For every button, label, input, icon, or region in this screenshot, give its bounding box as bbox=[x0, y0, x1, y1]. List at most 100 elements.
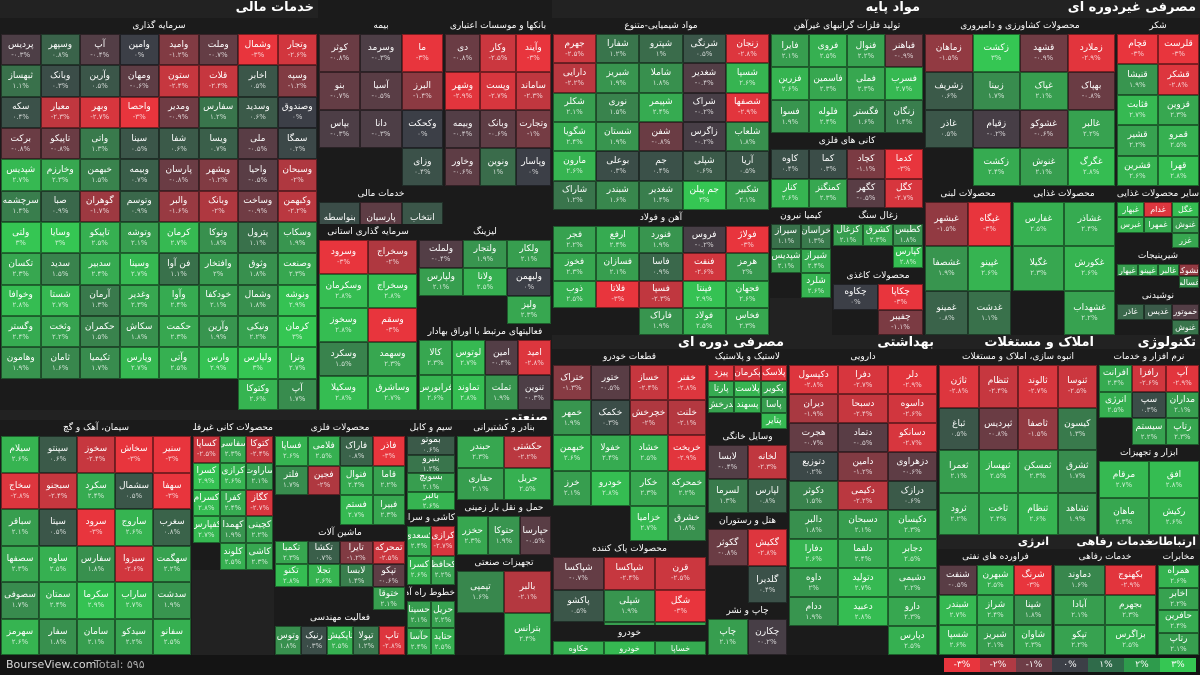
stock-tile[interactable]: شفارا ۱.۲% bbox=[596, 34, 640, 64]
stock-tile[interactable]: وشهر -۲.۹% bbox=[445, 72, 481, 110]
stock-tile[interactable]: دالبر ۱.۸% bbox=[789, 510, 839, 539]
stock-tile[interactable]: حآفرین ۲.۴% bbox=[1158, 610, 1199, 633]
stock-tile[interactable]: ما -۳% bbox=[401, 34, 443, 72]
stock-tile[interactable]: هرمز ۲% bbox=[725, 253, 769, 281]
stock-tile[interactable]: غمینو ۰.۸% bbox=[925, 290, 968, 335]
industry-1-0[interactable]: مواد شیمیایی-متنوع زنجان -۲.۸% شرنگی ۰.۵% شپت… bbox=[552, 18, 770, 210]
stock-tile[interactable]: شپیمر ۲.۴% bbox=[639, 92, 683, 122]
stock-tile[interactable]: وشمال -۳% bbox=[238, 34, 278, 66]
stock-tile[interactable]: شاوان ۲.۳% bbox=[1014, 625, 1052, 655]
stock-tile[interactable]: کفرا ۲.۴% bbox=[219, 489, 247, 517]
stock-tile[interactable]: غنوش bbox=[1171, 217, 1199, 233]
stock-tile[interactable]: سپنتو ۰.۶% bbox=[39, 436, 77, 473]
stock-tile[interactable]: فاراک ۱.۹% bbox=[639, 307, 683, 335]
stock-tile[interactable]: فاسمین ۲.۳% bbox=[809, 67, 847, 100]
stock-tile[interactable]: بالبر ۲.۶% bbox=[407, 491, 455, 510]
stock-tile[interactable]: زماهان -۱.۵% bbox=[925, 34, 973, 72]
stock-tile[interactable]: غدیس bbox=[1144, 304, 1172, 320]
stock-tile[interactable]: فایرا ۲.۱% bbox=[771, 34, 809, 67]
stock-tile[interactable]: ختور -۰.۵% bbox=[591, 365, 630, 401]
stock-tile[interactable]: قشکر -۲.۸% bbox=[1158, 64, 1199, 95]
stock-tile[interactable]: حتاید ۲.۵% bbox=[431, 628, 455, 655]
stock-tile[interactable]: بوعلی ۰.۳% bbox=[596, 151, 640, 181]
stock-tile[interactable]: سینا ۰.۵% bbox=[119, 128, 159, 160]
stock-tile[interactable]: کفپارس۲.۷% bbox=[193, 516, 220, 544]
industry-4-4[interactable]: هتل و رستوران گکیش -۲.۸% گکوثر -۰.۸% گلدیرا ۰.… bbox=[707, 513, 788, 603]
industry-2-6[interactable]: نوشیدنی خموتور غدیس غاذر غنوش bbox=[1116, 288, 1200, 335]
stock-tile[interactable]: شنفت -۰.۵% bbox=[939, 565, 977, 595]
stock-tile[interactable]: سیستم ۲.۲% bbox=[1132, 418, 1166, 445]
stock-tile[interactable]: دتولید ۲.۷% bbox=[838, 568, 888, 597]
stock-tile[interactable]: دارو ۲.۳% bbox=[887, 597, 937, 626]
industry-2-4[interactable]: سایر محصولات غذایی غگل غدام غبهار غنوش غمهرا غ… bbox=[1116, 186, 1200, 248]
stock-tile[interactable]: ثعمرا ۲.۱% bbox=[939, 450, 979, 493]
industry-3-2[interactable]: محصولات فلزی فاذر -۳% فاراک ۰.۸% فلامی ۲.۵% فسا… bbox=[274, 420, 406, 525]
stock-tile[interactable]: ونیکی ۲.۲% bbox=[238, 316, 278, 348]
stock-tile[interactable]: وسکرمان ۲.۸% bbox=[319, 274, 368, 308]
industry-3-8[interactable]: حمل و نقل بار زمینی حپارسا -۰.۵% حتوکا ۱.۹% ح… bbox=[456, 500, 552, 555]
stock-tile[interactable]: دماوند ۱.۶% bbox=[1054, 565, 1105, 595]
stock-tile[interactable]: وتجار -۲.۶% bbox=[277, 34, 317, 66]
stock-tile[interactable]: سبجنو -۲.۴% bbox=[39, 472, 77, 509]
sector-5[interactable]: بهداشتی دارویی دلر -۲.۹% دفرا -۲.۷% دکپسول -۲.۸… bbox=[788, 335, 938, 655]
stock-tile[interactable]: ثشاهد ۱.۹% bbox=[1057, 492, 1097, 535]
industry-4-1[interactable]: لاستیک و پلاستیک پلاسک پکرمان پیزد پکویر پلاس… bbox=[707, 349, 788, 429]
stock-tile[interactable]: شستان ۱.۹% bbox=[596, 122, 640, 152]
stock-tile[interactable]: سفانو ۲.۵% bbox=[153, 618, 191, 655]
stock-tile[interactable]: ختوقا ۲.۱% bbox=[372, 587, 405, 610]
stock-tile[interactable]: وسهمد ۲.۳% bbox=[368, 342, 417, 376]
stock-tile[interactable]: شاملا ۱.۸% bbox=[639, 63, 683, 93]
stock-tile[interactable]: دکیسان ۲.۳% bbox=[887, 510, 937, 539]
stock-tile[interactable]: خودکفا ۲.۱% bbox=[198, 284, 238, 316]
stock-tile[interactable]: امین -۰.۴% bbox=[485, 340, 518, 375]
stock-tile[interactable]: کرمان ۲.۷% bbox=[159, 222, 199, 254]
stock-tile[interactable]: دسبحان ۲.۱% bbox=[838, 510, 888, 539]
stock-tile[interactable]: غپینو bbox=[1137, 264, 1158, 276]
stock-tile[interactable]: خمهر ۱.۹% bbox=[553, 400, 592, 436]
stock-tile[interactable]: ثشرق ۱.۷% bbox=[1057, 450, 1097, 493]
stock-tile[interactable]: سهفا -۳% bbox=[153, 472, 191, 509]
stock-tile[interactable]: سشمال ۰.۵% bbox=[115, 472, 153, 509]
stock-tile[interactable]: فرابورس ۲.۶% bbox=[419, 375, 452, 410]
stock-tile[interactable]: حآسا ۲.۴% bbox=[407, 628, 431, 655]
stock-tile[interactable]: مداران ۲.۱% bbox=[1165, 391, 1199, 419]
stock-tile[interactable]: افق ۲.۸% bbox=[1149, 461, 1199, 498]
stock-tile[interactable]: چکاوه ۰% bbox=[833, 284, 878, 310]
stock-tile[interactable]: سدید ۱.۵% bbox=[40, 253, 80, 285]
stock-tile[interactable]: فاراک ۰.۸% bbox=[340, 436, 373, 466]
stock-tile[interactable]: فنورد ۱.۹% bbox=[639, 226, 683, 254]
stock-tile[interactable]: شبندر ۱.۶% bbox=[596, 180, 640, 210]
stock-tile[interactable]: بپاس -۰.۳% bbox=[319, 110, 361, 148]
stock-tile[interactable]: لابسا ۱.۴% bbox=[340, 564, 373, 587]
stock-tile[interactable]: دزهراوی -۰.۶% bbox=[887, 452, 937, 481]
stock-tile[interactable]: بنیرو ۱.۲% bbox=[407, 454, 455, 473]
stock-tile[interactable]: لوتوس ۲.۷% bbox=[452, 340, 485, 375]
stock-tile[interactable]: فاسا ۰.۹% bbox=[639, 253, 683, 281]
stock-tile[interactable]: ونوین ۱% bbox=[480, 148, 516, 186]
stock-tile[interactable]: دارایی -۲.۲% bbox=[553, 63, 597, 93]
stock-tile[interactable]: دجابر ۲.۵% bbox=[887, 539, 937, 568]
stock-tile[interactable]: سکرد ۲.۴% bbox=[77, 472, 115, 509]
stock-tile[interactable]: فسپا -۲.۳% bbox=[639, 280, 683, 308]
stock-tile[interactable]: پکویر bbox=[760, 381, 787, 397]
industry-10-0[interactable]: مخابرات همراه ۲.۶% اخابر ۲.۲% حآفرین ۲.۴% رتاپ ۲… bbox=[1157, 549, 1200, 655]
stock-tile[interactable]: تکشا ۰.۷% bbox=[307, 541, 340, 564]
stock-tile[interactable]: دیران -۱.۹% bbox=[789, 394, 839, 423]
stock-tile[interactable]: سخوز -۲.۴% bbox=[77, 436, 115, 473]
industry-3-0[interactable]: سیمان، آهک و گچ سنیر -۳% سخاش -۳% سخوز -۲.۴% سپ… bbox=[0, 420, 192, 655]
stock-tile[interactable]: وسقم -۳% bbox=[368, 308, 417, 342]
industry-0-0[interactable]: سرمایه گذاری وتجار -۲.۶% وشمال -۳% وملت -۰.۷% و… bbox=[0, 18, 318, 410]
stock-tile[interactable]: ثامان ۱.۶% bbox=[40, 347, 80, 379]
stock-tile[interactable]: ذوب ۲.۵% bbox=[553, 280, 597, 308]
stock-tile[interactable]: تپولا ۱.۲% bbox=[353, 626, 379, 655]
stock-tile[interactable]: غبرس bbox=[1117, 217, 1145, 233]
stock-tile[interactable]: غالبر bbox=[1158, 264, 1179, 276]
stock-tile[interactable]: دلقما ۲.۴% bbox=[838, 539, 888, 568]
sector-9[interactable]: خدمات رفاهی خدمات رفاهی بکهنوج -۲.۹% دماوند ۱… bbox=[1053, 535, 1157, 655]
stock-tile[interactable]: غشهداب ۲.۲% bbox=[1064, 290, 1115, 335]
stock-tile[interactable]: خساپا bbox=[655, 641, 706, 655]
stock-tile[interactable]: کچاد -۱.۱% bbox=[847, 149, 885, 179]
stock-tile[interactable]: غپاک ۲.۱% bbox=[1020, 72, 1068, 110]
stock-tile[interactable]: ثالوند -۲.۷% bbox=[1018, 365, 1058, 408]
stock-tile[interactable]: ماهان ۲.۳% bbox=[1099, 498, 1149, 535]
